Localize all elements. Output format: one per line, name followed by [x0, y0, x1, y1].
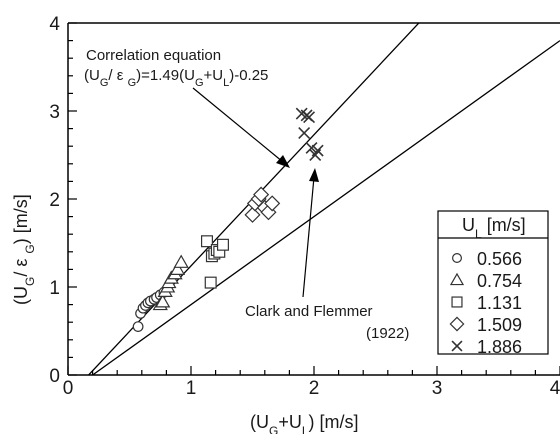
- data-point-triangle: [155, 294, 171, 308]
- data-point-triangle: [169, 261, 186, 275]
- legend-marker-diamond: [449, 316, 465, 332]
- legend-label: 1.886: [477, 337, 522, 357]
- legend-marker-circle: [452, 253, 463, 264]
- legend-label: 1.509: [477, 315, 522, 335]
- y-tick-label: 2: [49, 190, 60, 211]
- x-axis-label: (UG+UL) [m/s]: [250, 412, 359, 434]
- legend-marker-x: [451, 340, 463, 352]
- legend-marker-triangle: [449, 272, 465, 286]
- x-tick-label: 0: [63, 378, 74, 399]
- legend-label: 0.754: [477, 271, 522, 291]
- correlation-arrow-head: [276, 155, 290, 168]
- correlation-arrow-shaft: [192, 87, 284, 163]
- y-tick-label: 0: [49, 366, 60, 387]
- data-point-square: [200, 235, 213, 248]
- clark-arrow-head: [309, 168, 319, 182]
- legend-label: 1.131: [477, 293, 522, 313]
- axis-ticks: 0 1 2 3 4 0 1 2 3 4: [49, 14, 560, 399]
- x-tick-label: 3: [432, 378, 443, 399]
- data-point-circle: [132, 321, 144, 333]
- correlation-equation-formula: (UG/ ε G)=1.49(UG+UL)-0.25: [84, 67, 268, 89]
- y-tick-label: 4: [49, 14, 60, 35]
- data-point-diamond: [244, 206, 261, 223]
- x-tick-label: 4: [550, 378, 560, 399]
- data-point-square: [204, 276, 217, 289]
- legend-marker-square: [451, 296, 463, 308]
- data-point-diamond: [264, 195, 281, 212]
- x-tick-label: 1: [186, 378, 197, 399]
- data-point-x: [303, 111, 316, 124]
- y-tick-label: 3: [49, 102, 60, 123]
- data-point-x: [298, 127, 311, 139]
- x-tick-label: 2: [309, 378, 320, 399]
- legend-label: 0.566: [477, 249, 522, 269]
- clark-arrow-shaft: [302, 176, 315, 298]
- clark-flemmer-label: Clark and Flemmer: [245, 303, 373, 320]
- data-point-diamond: [253, 186, 270, 203]
- data-point-triangle: [173, 254, 189, 268]
- clark-flemmer-year: (1922): [366, 325, 409, 342]
- data-point-x: [305, 141, 318, 154]
- y-axis-label: (UG/ ε G) [m/s]: [11, 194, 37, 305]
- clark-flemmer-line: [92, 40, 560, 375]
- data-point-square: [216, 238, 229, 251]
- correlation-equation-title: Correlation equation: [86, 47, 221, 64]
- data-points: [132, 107, 324, 333]
- y-tick-label: 1: [49, 278, 60, 299]
- data-point-x: [311, 144, 324, 157]
